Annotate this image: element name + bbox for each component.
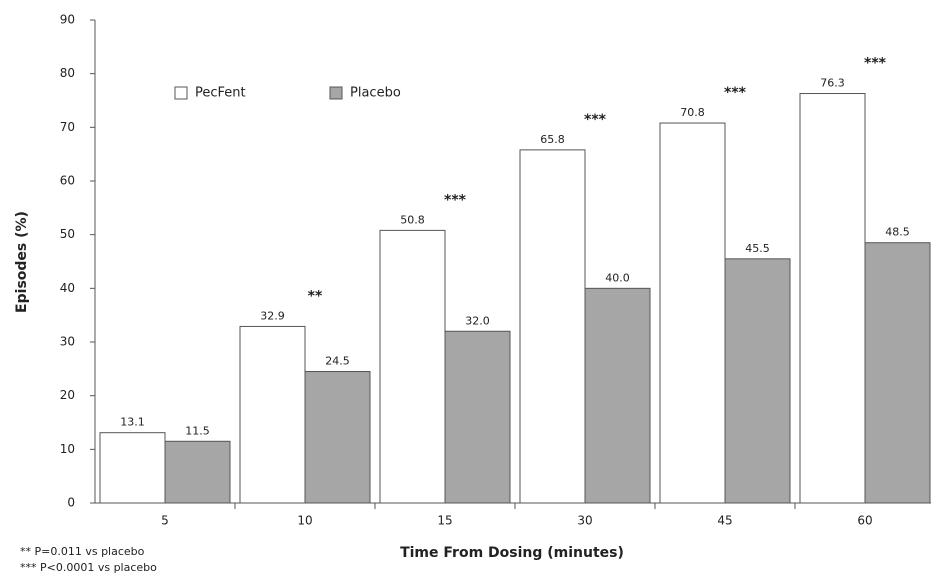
- y-tick-label: 10: [60, 442, 75, 456]
- bar: [304, 371, 371, 504]
- y-tick-label: 80: [60, 66, 75, 80]
- legend-swatch: [174, 86, 188, 100]
- x-tick-label: 30: [577, 514, 592, 528]
- value-label: 40.0: [605, 271, 630, 284]
- x-tick-label: 5: [161, 514, 169, 528]
- bar: [584, 287, 651, 504]
- significance-marker: ***: [864, 56, 887, 72]
- y-tick-label: 40: [60, 281, 75, 295]
- x-tick-label: 15: [437, 514, 452, 528]
- bar: [379, 229, 446, 504]
- footnote: ** P=0.011 vs placebo: [20, 545, 145, 558]
- bar: [659, 122, 726, 504]
- value-label: 32.9: [260, 309, 285, 322]
- value-label: 50.8: [400, 213, 425, 226]
- legend-label: Placebo: [350, 86, 401, 101]
- y-tick-label: 30: [60, 335, 75, 349]
- x-tick-label: 60: [857, 514, 872, 528]
- bar: [164, 440, 231, 504]
- bar: [99, 432, 166, 504]
- value-label: 70.8: [680, 106, 705, 119]
- bar: [724, 258, 791, 504]
- y-tick-label: 70: [60, 120, 75, 134]
- x-axis-label: Time From Dosing (minutes): [400, 545, 624, 561]
- y-tick-label: 90: [60, 13, 75, 27]
- x-tick-label: 45: [717, 514, 732, 528]
- value-label: 32.0: [465, 314, 490, 327]
- y-tick-label: 60: [60, 174, 75, 188]
- bar: [799, 93, 866, 504]
- bar: [239, 325, 306, 504]
- value-label: 76.3: [820, 77, 845, 90]
- bar: [864, 242, 931, 504]
- y-tick-label: 0: [67, 496, 75, 510]
- value-label: 45.5: [745, 242, 770, 255]
- significance-marker: ***: [724, 85, 747, 101]
- legend-swatch: [329, 86, 343, 100]
- bar: [444, 330, 511, 504]
- significance-marker: ***: [444, 192, 467, 208]
- value-label: 48.5: [885, 226, 910, 239]
- significance-marker: **: [308, 288, 323, 304]
- value-label: 65.8: [540, 133, 565, 146]
- legend-label: PecFent: [195, 86, 246, 101]
- bar: [519, 149, 586, 504]
- value-label: 24.5: [325, 355, 350, 368]
- x-tick-label: 10: [297, 514, 312, 528]
- significance-marker: ***: [584, 112, 607, 128]
- y-tick-label: 50: [60, 227, 75, 241]
- footnote: *** P<0.0001 vs placebo: [20, 561, 157, 574]
- y-axis-label: Episodes (%): [14, 211, 30, 313]
- value-label: 13.1: [120, 416, 145, 429]
- y-tick-label: 20: [60, 388, 75, 402]
- value-label: 11.5: [185, 424, 210, 437]
